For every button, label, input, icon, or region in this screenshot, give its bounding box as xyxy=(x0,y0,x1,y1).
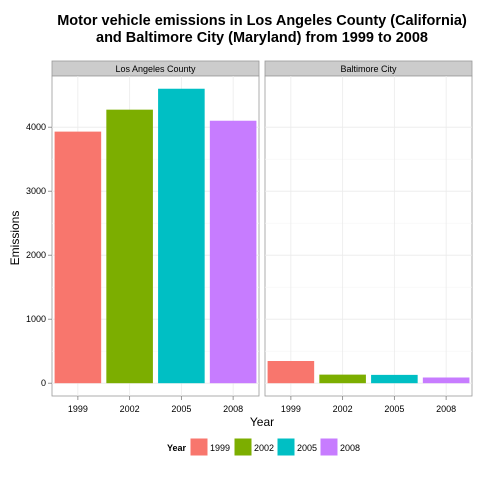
y-tick-label: 3000 xyxy=(26,186,46,196)
legend: Year 1999 2002 2005 2008 xyxy=(167,437,360,457)
x-tick-label: 2002 xyxy=(333,404,353,414)
bar-baltimore-city-2005 xyxy=(371,374,418,384)
x-tick-label: 2008 xyxy=(223,404,243,414)
panel-strip-label: Los Angeles County xyxy=(115,64,196,74)
chart-title-line1: Motor vehicle emissions in Los Angeles C… xyxy=(57,13,467,29)
panel-background xyxy=(264,75,473,397)
bar-los-angeles-county-1999 xyxy=(54,131,102,384)
y-tick-label: 0 xyxy=(41,378,46,388)
bar-baltimore-city-2002 xyxy=(319,374,366,384)
chart-title-line2: and Baltimore City (Maryland) from 1999 … xyxy=(96,30,428,46)
bar-los-angeles-county-2005 xyxy=(158,88,205,384)
legend-label-2008: 2008 xyxy=(340,443,360,453)
x-axis-label: Year xyxy=(250,415,274,429)
legend-key-1999 xyxy=(189,437,209,457)
x-tick-label: 2002 xyxy=(120,404,140,414)
bar-baltimore-city-2008 xyxy=(422,377,470,384)
bar-baltimore-city-1999 xyxy=(267,360,315,384)
y-axis-label: Emissions xyxy=(8,211,22,266)
panel-0: Los Angeles County 1999 2002 2005 2008 0 1000 2… xyxy=(26,60,260,414)
legend-label-2005: 2005 xyxy=(297,443,317,453)
bar-los-angeles-county-2008 xyxy=(209,120,257,384)
legend-label-1999: 1999 xyxy=(210,443,230,453)
bar-los-angeles-county-2002 xyxy=(106,109,153,384)
x-tick-label: 1999 xyxy=(281,404,301,414)
legend-title: Year xyxy=(167,443,187,453)
x-tick-label: 2008 xyxy=(436,404,456,414)
x-tick-label: 2005 xyxy=(171,404,191,414)
legend-key-2002 xyxy=(233,437,253,457)
panel-strip-label: Baltimore City xyxy=(340,64,397,74)
legend-label-2002: 2002 xyxy=(254,443,274,453)
y-tick-label: 2000 xyxy=(26,250,46,260)
y-tick-label: 4000 xyxy=(26,122,46,132)
panel-1: Baltimore City 1999 2002 2005 2008 xyxy=(264,60,473,414)
panels: Los Angeles County 1999 2002 2005 2008 0 1000 2… xyxy=(26,60,473,414)
legend-key-2008 xyxy=(319,437,339,457)
legend-key-2005 xyxy=(276,437,296,457)
y-tick-label: 1000 xyxy=(26,314,46,324)
x-tick-label: 1999 xyxy=(68,404,88,414)
x-tick-label: 2005 xyxy=(384,404,404,414)
